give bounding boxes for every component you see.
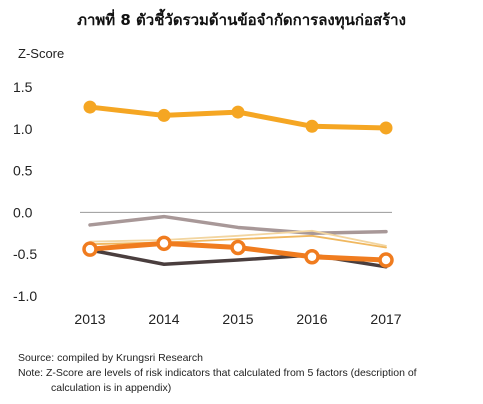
x-tick-label: 2013 — [74, 311, 105, 327]
line-chart: 1.5 1.0 0.5 0.0 -0.5 -1.0 2013 2014 2015 2016 2017 — [13, 79, 402, 327]
data-point — [379, 121, 393, 135]
x-tick-label: 2014 — [148, 311, 179, 327]
series-line-3 — [89, 229, 387, 247]
x-tick-label: 2015 — [222, 311, 253, 327]
y-tick-label: -0.5 — [13, 246, 37, 262]
y-axis-label: Z-Score — [18, 46, 65, 61]
data-point — [304, 248, 320, 265]
chart-title: ภาพที่ 8 ตัวชี้วัดรวมด้านข้อจำกัดการลงทุ… — [77, 11, 406, 29]
y-tick-label: 0.0 — [13, 204, 33, 220]
series-line-2 — [88, 214, 388, 236]
chart-notes: Source: compiled by Krungsri Research No… — [18, 351, 473, 396]
data-point — [378, 252, 394, 268]
data-point — [231, 105, 245, 119]
note-text-line1: Note: Z-Score are levels of risk indicat… — [18, 367, 417, 379]
x-tick-label: 2016 — [296, 311, 327, 327]
y-tick-label: 1.5 — [13, 79, 33, 95]
data-point — [157, 108, 171, 122]
source-text: Source: compiled by Krungsri Research — [18, 352, 204, 364]
note-text-line2: calculation is in appendix) — [51, 382, 172, 394]
data-point — [156, 235, 172, 252]
y-tick-label: 1.0 — [13, 121, 33, 137]
y-tick-label: 0.5 — [13, 163, 33, 179]
data-point — [230, 239, 246, 256]
data-point — [305, 119, 319, 133]
data-point — [82, 241, 98, 257]
x-tick-label: 2017 — [370, 311, 401, 327]
data-point — [83, 100, 97, 114]
y-tick-label: -1.0 — [13, 288, 37, 304]
